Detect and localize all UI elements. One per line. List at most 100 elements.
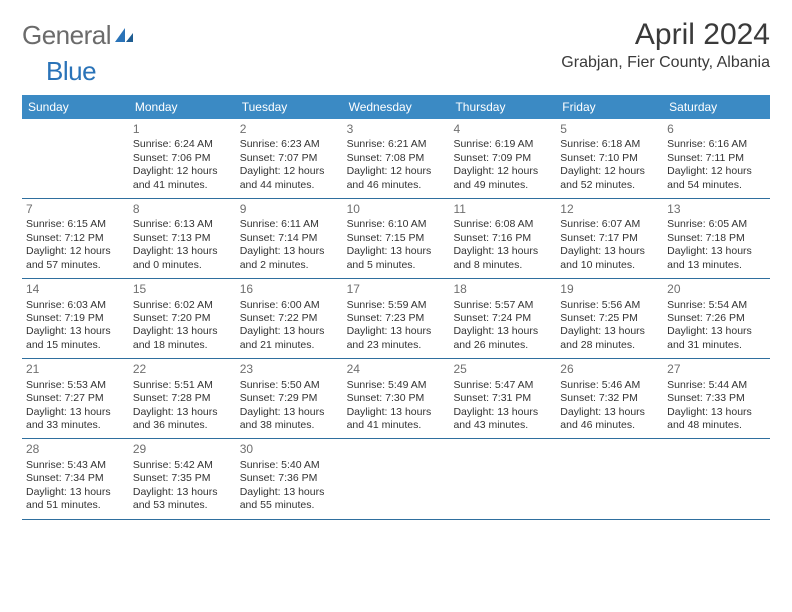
daylight-line: Daylight: 13 hours xyxy=(347,325,446,338)
calendar-day: 10Sunrise: 6:10 AMSunset: 7:15 PMDayligh… xyxy=(343,199,450,278)
day-number: 9 xyxy=(240,202,339,217)
daylight-line: Daylight: 13 hours xyxy=(133,325,232,338)
sunrise-line: Sunrise: 5:51 AM xyxy=(133,379,232,392)
col-sunday: Sunday xyxy=(22,95,129,119)
calendar-day xyxy=(663,439,770,518)
sunset-line: Sunset: 7:07 PM xyxy=(240,152,339,165)
calendar-day: 9Sunrise: 6:11 AMSunset: 7:14 PMDaylight… xyxy=(236,199,343,278)
day-number: 21 xyxy=(26,362,125,377)
sunrise-line: Sunrise: 5:46 AM xyxy=(560,379,659,392)
daylight-line: Daylight: 13 hours xyxy=(133,406,232,419)
daylight-line: Daylight: 13 hours xyxy=(240,325,339,338)
calendar-day: 1Sunrise: 6:24 AMSunset: 7:06 PMDaylight… xyxy=(129,119,236,198)
col-thursday: Thursday xyxy=(449,95,556,119)
daylight-line: and 51 minutes. xyxy=(26,499,125,512)
calendar-day: 25Sunrise: 5:47 AMSunset: 7:31 PMDayligh… xyxy=(449,359,556,438)
col-saturday: Saturday xyxy=(663,95,770,119)
day-number: 7 xyxy=(26,202,125,217)
daylight-line: and 49 minutes. xyxy=(453,179,552,192)
sunrise-line: Sunrise: 6:03 AM xyxy=(26,299,125,312)
sunset-line: Sunset: 7:09 PM xyxy=(453,152,552,165)
daylight-line: and 8 minutes. xyxy=(453,259,552,272)
daylight-line: and 33 minutes. xyxy=(26,419,125,432)
daylight-line: and 23 minutes. xyxy=(347,339,446,352)
sunset-line: Sunset: 7:17 PM xyxy=(560,232,659,245)
calendar-day: 5Sunrise: 6:18 AMSunset: 7:10 PMDaylight… xyxy=(556,119,663,198)
calendar-day: 21Sunrise: 5:53 AMSunset: 7:27 PMDayligh… xyxy=(22,359,129,438)
calendar-day: 27Sunrise: 5:44 AMSunset: 7:33 PMDayligh… xyxy=(663,359,770,438)
sunrise-line: Sunrise: 6:10 AM xyxy=(347,218,446,231)
daylight-line: Daylight: 13 hours xyxy=(453,245,552,258)
sunrise-line: Sunrise: 6:24 AM xyxy=(133,138,232,151)
daylight-line: and 13 minutes. xyxy=(667,259,766,272)
calendar-day: 14Sunrise: 6:03 AMSunset: 7:19 PMDayligh… xyxy=(22,279,129,358)
daylight-line: and 41 minutes. xyxy=(133,179,232,192)
sunrise-line: Sunrise: 6:08 AM xyxy=(453,218,552,231)
sunrise-line: Sunrise: 6:05 AM xyxy=(667,218,766,231)
daylight-line: and 44 minutes. xyxy=(240,179,339,192)
calendar-day: 26Sunrise: 5:46 AMSunset: 7:32 PMDayligh… xyxy=(556,359,663,438)
day-number: 28 xyxy=(26,442,125,457)
sunset-line: Sunset: 7:20 PM xyxy=(133,312,232,325)
calendar-week: 21Sunrise: 5:53 AMSunset: 7:27 PMDayligh… xyxy=(22,359,770,439)
sunset-line: Sunset: 7:36 PM xyxy=(240,472,339,485)
daylight-line: Daylight: 13 hours xyxy=(560,325,659,338)
daylight-line: Daylight: 13 hours xyxy=(453,406,552,419)
daylight-line: and 18 minutes. xyxy=(133,339,232,352)
daylight-line: and 38 minutes. xyxy=(240,419,339,432)
calendar-day: 19Sunrise: 5:56 AMSunset: 7:25 PMDayligh… xyxy=(556,279,663,358)
day-number: 23 xyxy=(240,362,339,377)
daylight-line: and 55 minutes. xyxy=(240,499,339,512)
daylight-line: and 36 minutes. xyxy=(133,419,232,432)
sunset-line: Sunset: 7:29 PM xyxy=(240,392,339,405)
sunset-line: Sunset: 7:34 PM xyxy=(26,472,125,485)
sunset-line: Sunset: 7:30 PM xyxy=(347,392,446,405)
day-number: 29 xyxy=(133,442,232,457)
sunrise-line: Sunrise: 5:43 AM xyxy=(26,459,125,472)
sunrise-line: Sunrise: 6:21 AM xyxy=(347,138,446,151)
month-title: April 2024 xyxy=(561,18,770,52)
col-monday: Monday xyxy=(129,95,236,119)
sunset-line: Sunset: 7:27 PM xyxy=(26,392,125,405)
day-number: 17 xyxy=(347,282,446,297)
sunrise-line: Sunrise: 5:47 AM xyxy=(453,379,552,392)
day-number: 8 xyxy=(133,202,232,217)
daylight-line: and 31 minutes. xyxy=(667,339,766,352)
daylight-line: and 28 minutes. xyxy=(560,339,659,352)
sunset-line: Sunset: 7:13 PM xyxy=(133,232,232,245)
sunset-line: Sunset: 7:33 PM xyxy=(667,392,766,405)
sunset-line: Sunset: 7:15 PM xyxy=(347,232,446,245)
calendar-day: 29Sunrise: 5:42 AMSunset: 7:35 PMDayligh… xyxy=(129,439,236,518)
calendar-day: 15Sunrise: 6:02 AMSunset: 7:20 PMDayligh… xyxy=(129,279,236,358)
daylight-line: and 46 minutes. xyxy=(347,179,446,192)
day-number: 4 xyxy=(453,122,552,137)
daylight-line: and 48 minutes. xyxy=(667,419,766,432)
col-tuesday: Tuesday xyxy=(236,95,343,119)
day-number: 10 xyxy=(347,202,446,217)
daylight-line: Daylight: 12 hours xyxy=(240,165,339,178)
calendar-day: 28Sunrise: 5:43 AMSunset: 7:34 PMDayligh… xyxy=(22,439,129,518)
sunrise-line: Sunrise: 5:49 AM xyxy=(347,379,446,392)
calendar-week: 7Sunrise: 6:15 AMSunset: 7:12 PMDaylight… xyxy=(22,199,770,279)
daylight-line: Daylight: 12 hours xyxy=(133,165,232,178)
day-number: 19 xyxy=(560,282,659,297)
logo-text-blue: Blue xyxy=(46,56,96,86)
sunset-line: Sunset: 7:32 PM xyxy=(560,392,659,405)
daylight-line: and 26 minutes. xyxy=(453,339,552,352)
daylight-line: Daylight: 13 hours xyxy=(560,245,659,258)
day-number: 14 xyxy=(26,282,125,297)
daylight-line: Daylight: 13 hours xyxy=(667,406,766,419)
calendar-day: 11Sunrise: 6:08 AMSunset: 7:16 PMDayligh… xyxy=(449,199,556,278)
calendar-day: 6Sunrise: 6:16 AMSunset: 7:11 PMDaylight… xyxy=(663,119,770,198)
day-number: 13 xyxy=(667,202,766,217)
calendar-week: 28Sunrise: 5:43 AMSunset: 7:34 PMDayligh… xyxy=(22,439,770,519)
sunset-line: Sunset: 7:24 PM xyxy=(453,312,552,325)
sunrise-line: Sunrise: 5:50 AM xyxy=(240,379,339,392)
sail-icon xyxy=(113,26,135,49)
calendar-header-row: Sunday Monday Tuesday Wednesday Thursday… xyxy=(22,95,770,119)
daylight-line: and 21 minutes. xyxy=(240,339,339,352)
daylight-line: and 2 minutes. xyxy=(240,259,339,272)
sunset-line: Sunset: 7:28 PM xyxy=(133,392,232,405)
sunrise-line: Sunrise: 6:00 AM xyxy=(240,299,339,312)
page: General April 2024 Grabjan, Fier County,… xyxy=(0,0,792,530)
